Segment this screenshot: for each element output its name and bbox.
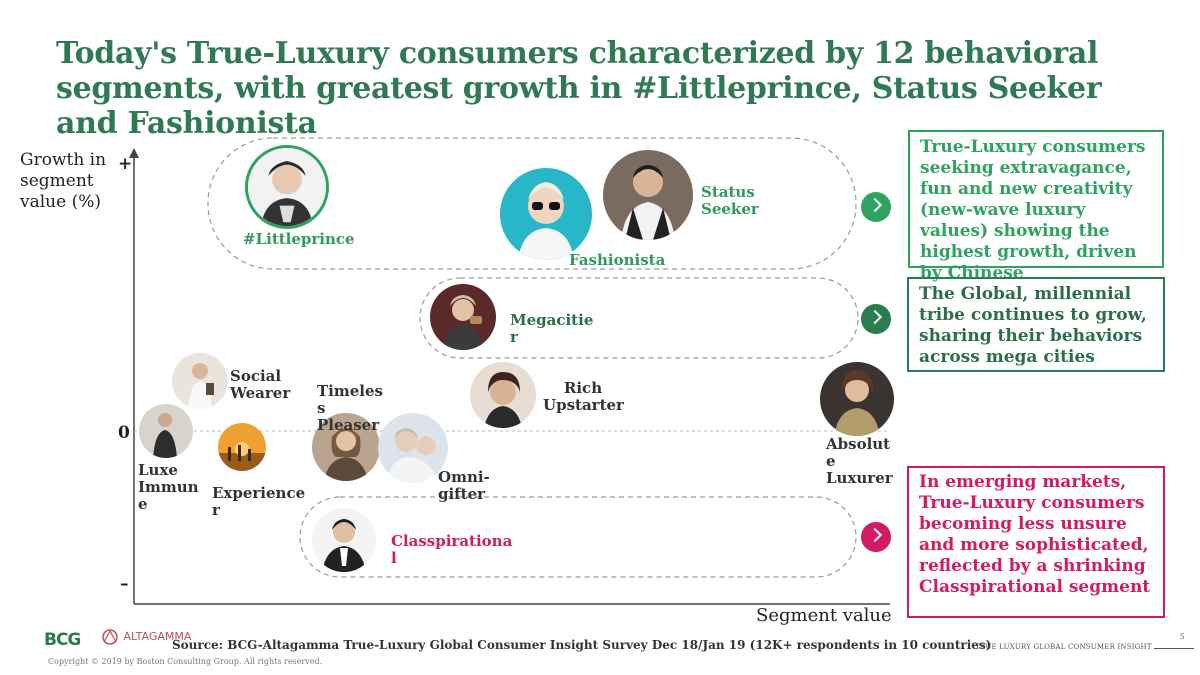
y-axis-zero: 0 — [118, 423, 130, 443]
callout-bottom: In emerging markets, True-Luxury consume… — [907, 466, 1165, 618]
y-axis-minus: – — [120, 574, 129, 594]
label-timeless-pleaser: Timeles s Pleaser — [317, 382, 383, 434]
page-number: 5 — [1180, 633, 1185, 641]
group-outline-middle — [419, 277, 859, 359]
callout-middle: The Global, millennial tribe continues t… — [907, 277, 1165, 372]
label-luxe-immune: Luxe Immun e — [138, 461, 199, 513]
label-omni-gifter: Omni-gifter — [438, 468, 490, 503]
chevron-right-icon — [861, 522, 891, 552]
x-axis-label: Segment value — [756, 605, 892, 626]
label-megacities: Megacitie r — [510, 311, 594, 346]
chevron-right-icon — [861, 192, 891, 222]
footer-doc-title: TRUE LUXURY GLOBAL CONSUMER INSIGHT — [975, 643, 1194, 651]
altagamma-mark-icon — [102, 629, 118, 645]
copyright: Copyright © 2019 by Boston Consulting Gr… — [48, 657, 323, 666]
label-experiencer: Experience r — [212, 484, 306, 519]
page-title: Today's True-Luxury consumers characteri… — [56, 36, 1102, 141]
altagamma-text: ALTAGAMMA — [123, 630, 192, 643]
group-outline-bottom — [299, 496, 857, 578]
altagamma-logo: ALTAGAMMA — [100, 628, 191, 646]
group-outline-top — [207, 137, 857, 270]
fashionista-photo — [500, 168, 592, 260]
label-fashionista: Fashionista — [569, 251, 666, 269]
status-seeker-photo — [603, 150, 693, 240]
y-axis-label: Growth in segment value (%) — [20, 150, 107, 212]
luxe-immune-photo — [139, 404, 193, 458]
label-littleprince: #Littleprince — [243, 230, 355, 248]
absolute-luxurer-photo — [820, 362, 894, 436]
omni-gifter-photo — [378, 413, 448, 483]
rich-upstarter-photo — [470, 362, 536, 428]
chevron-right-icon — [861, 304, 891, 334]
label-rich-upstarter: Rich Upstarter — [543, 379, 624, 414]
megacities-photo — [430, 284, 496, 350]
timeless-pleaser-photo — [312, 413, 380, 481]
callout-top: True-Luxury consumers seeking extravagan… — [908, 130, 1164, 283]
label-absolute-luxurer: Absolut e Luxurer — [826, 435, 893, 487]
source-note: Source: BCG-Altagamma True-Luxury Global… — [172, 638, 992, 652]
littleprince-photo — [245, 145, 329, 229]
experiencer-photo — [218, 423, 266, 471]
bcg-logo: BCG — [44, 630, 81, 650]
label-social-wearer: Social Wearer — [230, 367, 291, 402]
y-axis-plus: + — [118, 154, 133, 174]
label-status-seeker: Status Seeker — [701, 183, 759, 218]
label-classpirational: Classpirationa l — [391, 532, 513, 567]
social-wearer-photo — [172, 353, 228, 409]
classpirational-photo — [312, 508, 376, 572]
